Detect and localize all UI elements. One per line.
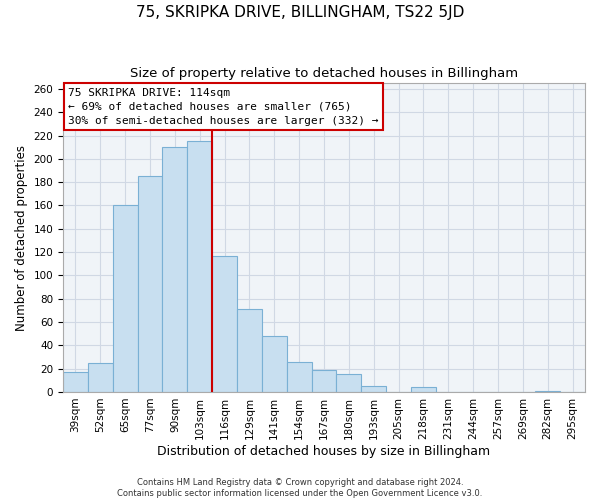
Bar (361, 386, 386, 392)
Bar (237, 309, 262, 392)
Bar (163, 147, 187, 392)
Title: Size of property relative to detached houses in Billingham: Size of property relative to detached ho… (130, 68, 518, 80)
Bar (63, 372, 88, 392)
Text: Contains HM Land Registry data © Crown copyright and database right 2024.
Contai: Contains HM Land Registry data © Crown c… (118, 478, 482, 498)
X-axis label: Distribution of detached houses by size in Billingham: Distribution of detached houses by size … (157, 444, 491, 458)
Y-axis label: Number of detached properties: Number of detached properties (15, 144, 28, 330)
Bar (535, 391, 560, 392)
Bar (262, 336, 287, 392)
Bar (311, 370, 337, 392)
Bar (88, 363, 113, 392)
Bar (137, 176, 163, 392)
Bar (411, 388, 436, 392)
Bar (287, 362, 311, 392)
Bar (212, 256, 237, 392)
Text: 75, SKRIPKA DRIVE, BILLINGHAM, TS22 5JD: 75, SKRIPKA DRIVE, BILLINGHAM, TS22 5JD (136, 5, 464, 20)
Bar (187, 142, 212, 392)
Bar (337, 374, 361, 392)
Bar (113, 206, 137, 392)
Text: 75 SKRIPKA DRIVE: 114sqm
← 69% of detached houses are smaller (765)
30% of semi-: 75 SKRIPKA DRIVE: 114sqm ← 69% of detach… (68, 88, 379, 126)
